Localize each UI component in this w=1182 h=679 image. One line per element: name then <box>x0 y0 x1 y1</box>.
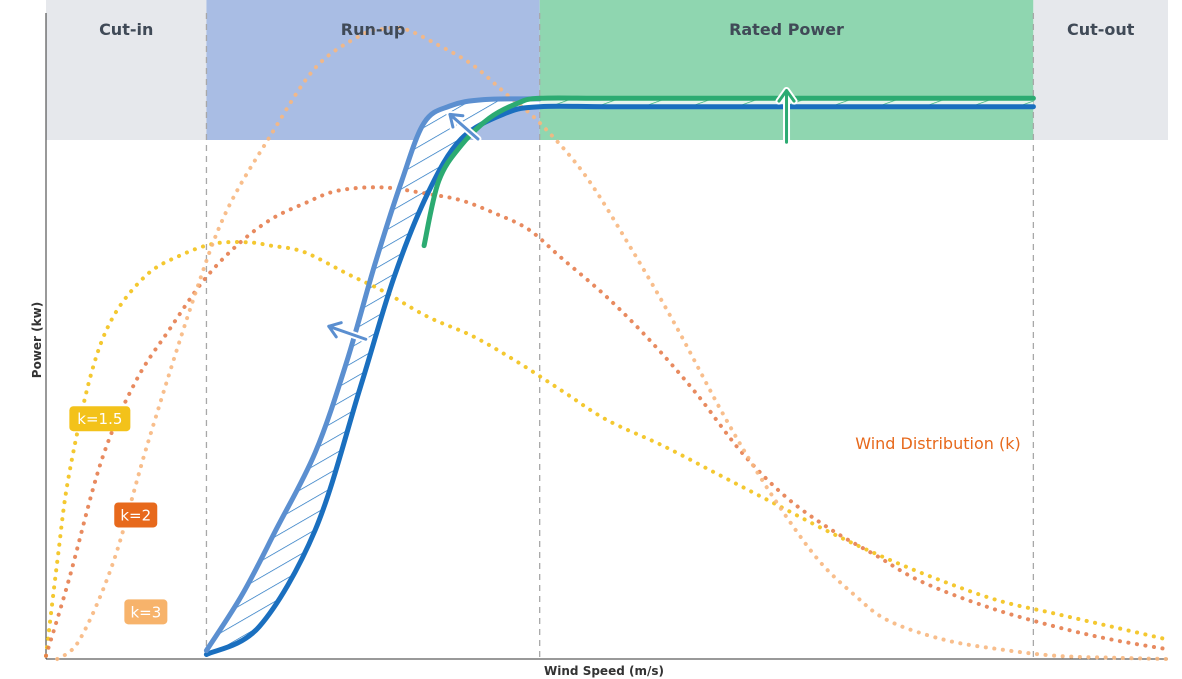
power-curve-baseline <box>203 103 1036 657</box>
y-axis-title: Power (kw) <box>30 302 44 378</box>
shift-arrow-3 <box>775 87 798 146</box>
shift-arrow-2 <box>446 110 482 143</box>
shift-arrow-1 <box>325 319 370 343</box>
hatch-area-run-up <box>206 98 540 655</box>
k-label-k-3: k=3 <box>124 599 168 625</box>
svg-text:k=2: k=2 <box>120 506 151 524</box>
annotation-wind-distribution: Wind Distribution (k) <box>855 434 1020 453</box>
distribution-curve-k-3 <box>55 25 1170 661</box>
distribution-curve-k-1-5 <box>44 240 1170 658</box>
svg-text:k=1.5: k=1.5 <box>77 410 122 428</box>
x-axis-title: Wind Speed (m/s) <box>544 664 664 678</box>
k-label-k-2: k=2 <box>114 502 158 528</box>
region-label-rated-power: Rated Power <box>729 20 844 39</box>
svg-text:k=3: k=3 <box>130 603 161 621</box>
distribution-curve-k-2 <box>44 185 1170 658</box>
region-label-cut-in: Cut-in <box>99 20 153 39</box>
power-curve-shifted <box>203 96 543 654</box>
region-label-run-up: Run-up <box>341 20 406 39</box>
k-label-k-1-5: k=1.5 <box>69 406 131 432</box>
power-curve-raised <box>421 95 1036 249</box>
region-band-cut-out <box>1033 0 1168 140</box>
region-band-cut-in <box>46 0 207 140</box>
region-label-cut-out: Cut-out <box>1067 20 1135 39</box>
